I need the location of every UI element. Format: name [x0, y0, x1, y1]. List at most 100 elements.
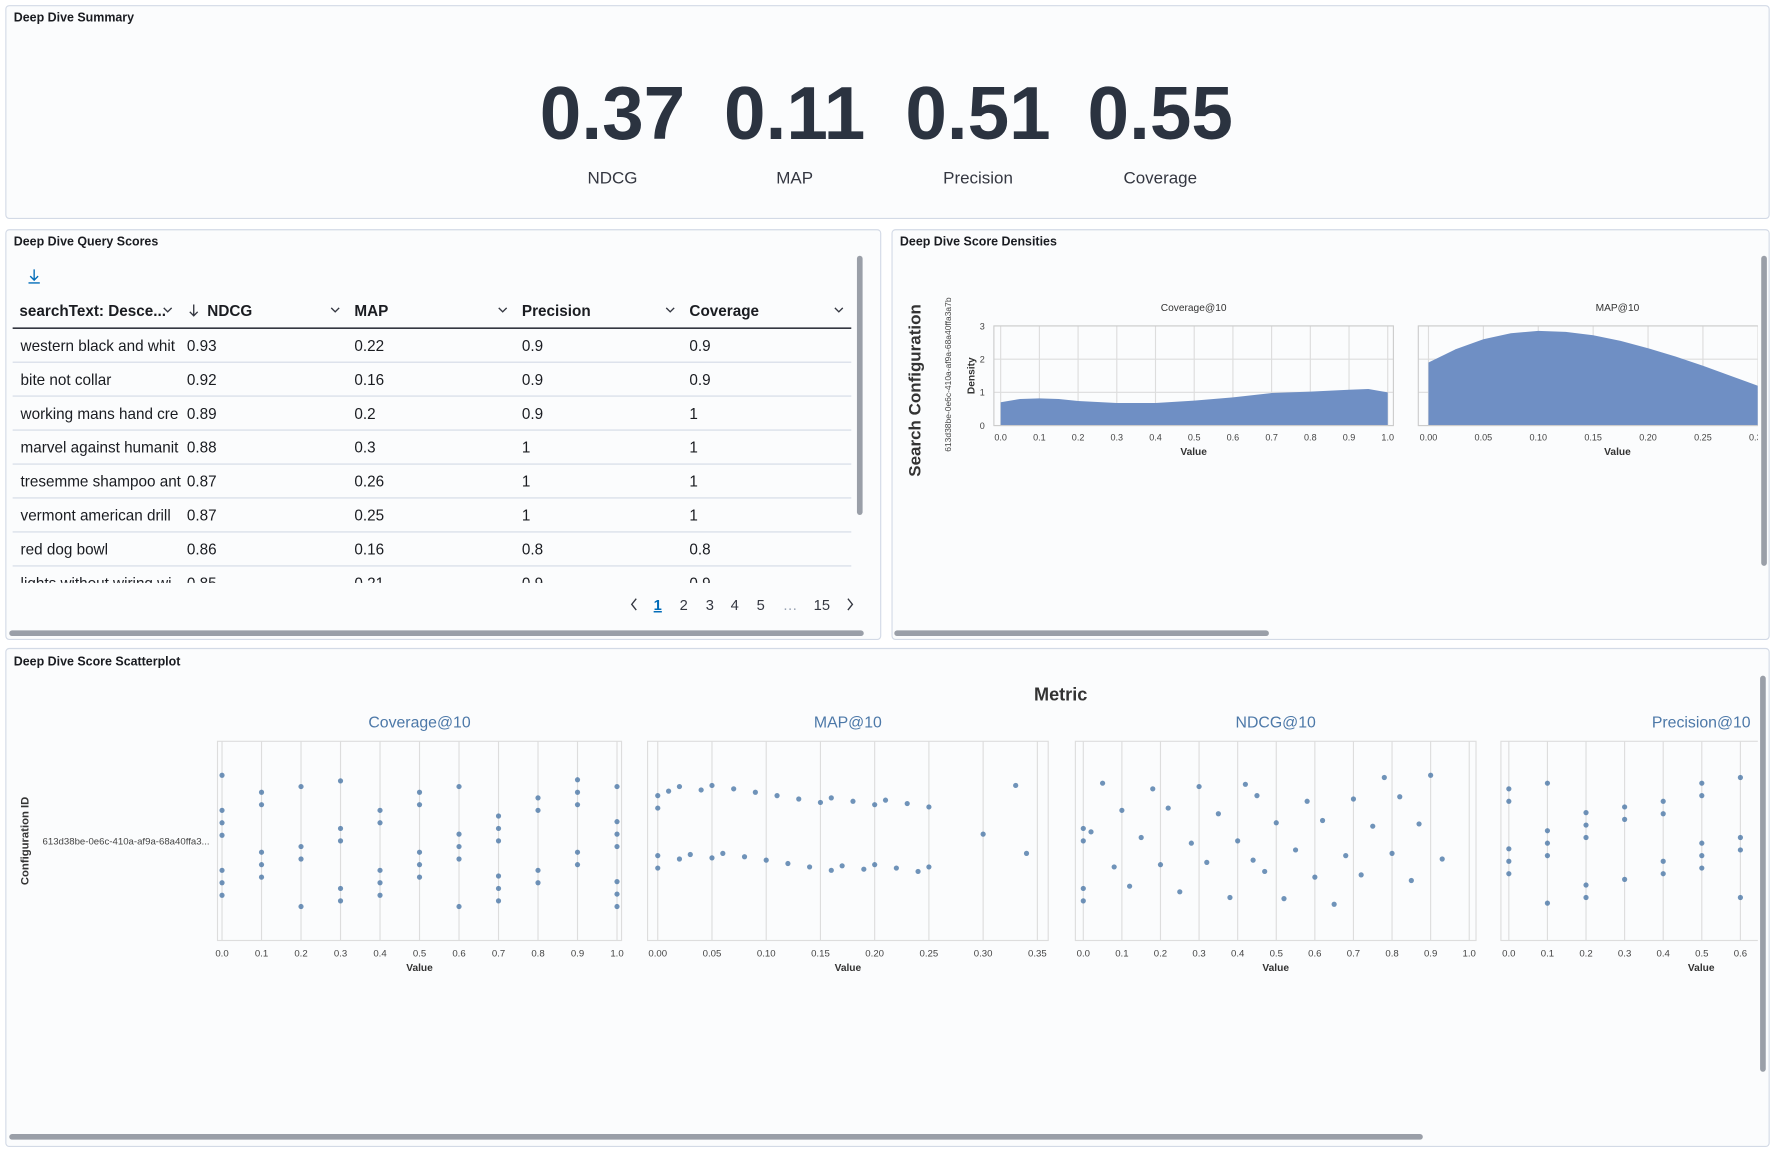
scrollbar[interactable]: [9, 630, 864, 637]
column-menu[interactable]: [163, 307, 173, 313]
density-charts: Search Configuration 613d38be-0e6c-410a-a…: [905, 297, 1758, 477]
point: [1350, 796, 1357, 802]
table-cell: 1: [689, 474, 698, 491]
point: [1622, 804, 1628, 810]
chart-title: MAP@10: [814, 715, 882, 732]
point: [763, 857, 769, 863]
table-cell: 0.8: [522, 542, 543, 559]
point: [785, 860, 791, 867]
panel-title: Deep Dive Score Scatterplot: [14, 654, 181, 668]
table-cell: 0.86: [187, 542, 217, 559]
scrollbar[interactable]: [1760, 675, 1766, 1072]
chart-title: Precision@10: [1652, 715, 1751, 732]
x-tick-label: 0.7: [1265, 432, 1278, 442]
x-tick-label: 0.25: [920, 948, 939, 959]
point: [1080, 885, 1086, 892]
column-header[interactable]: Precision: [522, 303, 591, 320]
point: [1381, 774, 1387, 781]
table-cell: 1: [689, 406, 698, 423]
x-tick-label: 0.00: [1420, 432, 1438, 442]
scrollbar[interactable]: [856, 255, 863, 515]
table-cell: 1: [522, 474, 531, 491]
column-header[interactable]: Coverage: [689, 303, 759, 320]
point: [377, 892, 383, 898]
x-tick-label: 0.1: [255, 948, 268, 959]
chart-title: NDCG@10: [1236, 715, 1316, 732]
point: [1583, 882, 1589, 888]
point: [337, 885, 344, 892]
column-header[interactable]: searchText: Desce...: [19, 303, 166, 320]
x-axis-label: Value: [1604, 447, 1631, 458]
table-cell: 0.85: [187, 576, 217, 593]
table-cell: 0.26: [354, 474, 384, 491]
table-cell: western black and whit: [20, 338, 176, 355]
table-cell: 0.16: [354, 542, 384, 559]
point: [337, 778, 344, 784]
point: [456, 831, 462, 837]
metric-label: NDCG: [587, 168, 637, 187]
point: [337, 825, 344, 832]
column-header[interactable]: MAP: [354, 303, 388, 320]
column-menu[interactable]: [498, 307, 508, 313]
column-menu[interactable]: [330, 307, 340, 313]
point: [298, 903, 304, 910]
x-tick-label: 0.8: [531, 948, 544, 959]
point: [377, 880, 383, 886]
plot-frame: [1417, 325, 1758, 427]
point: [1215, 811, 1221, 817]
x-tick-label: 0.0: [1502, 948, 1515, 959]
point: [665, 788, 672, 794]
page-link[interactable]: 4: [731, 598, 739, 614]
scrollbar[interactable]: [9, 1134, 1423, 1140]
point: [337, 898, 344, 904]
point: [1428, 772, 1434, 778]
y-tick-label: 0: [980, 421, 985, 431]
column-menu[interactable]: [834, 307, 844, 313]
page-link[interactable]: 1: [654, 598, 662, 614]
point: [741, 854, 748, 860]
point: [1292, 847, 1299, 853]
x-tick-label: 0.20: [1639, 432, 1657, 442]
table-cell: 1: [522, 440, 531, 457]
point: [535, 867, 541, 873]
x-tick-label: 0.2: [1579, 948, 1592, 959]
point: [614, 831, 620, 837]
y-axis-label: Density: [967, 357, 978, 394]
page-link[interactable]: …: [783, 598, 798, 614]
table-cell: 0.9: [522, 406, 543, 423]
column-header[interactable]: NDCG: [207, 303, 252, 320]
point: [1119, 807, 1125, 813]
prev-page[interactable]: [630, 598, 637, 611]
point: [1660, 811, 1666, 817]
point: [709, 782, 715, 789]
point: [1699, 793, 1705, 799]
scrollbar[interactable]: [894, 630, 1269, 637]
point: [1583, 834, 1589, 841]
x-tick-label: 0.6: [1734, 948, 1747, 959]
point: [1416, 821, 1422, 827]
next-page[interactable]: [847, 598, 854, 611]
page-link[interactable]: 5: [757, 598, 765, 614]
point: [535, 880, 541, 886]
page-link[interactable]: 2: [680, 598, 688, 614]
table-cell: 0.92: [187, 372, 217, 389]
page-link[interactable]: 15: [814, 598, 830, 614]
table-cell: 0.87: [187, 474, 217, 491]
point: [495, 885, 502, 892]
point: [1506, 846, 1512, 852]
page-link[interactable]: 3: [706, 598, 714, 614]
x-tick-label: 0.8: [1304, 432, 1317, 442]
point: [495, 898, 502, 904]
column-menu[interactable]: [665, 307, 675, 313]
table-cell: working mans hand cre: [20, 406, 179, 423]
point: [1699, 865, 1705, 871]
point: [1583, 894, 1589, 901]
table-cell: red dog bowl: [21, 542, 108, 559]
point: [731, 786, 737, 792]
download-icon[interactable]: [28, 269, 40, 284]
point: [1242, 781, 1248, 787]
x-tick-label: 0.2: [1154, 948, 1167, 959]
point: [1622, 816, 1628, 822]
x-tick-label: 0.2: [1072, 432, 1085, 442]
scrollbar[interactable]: [1761, 255, 1767, 566]
